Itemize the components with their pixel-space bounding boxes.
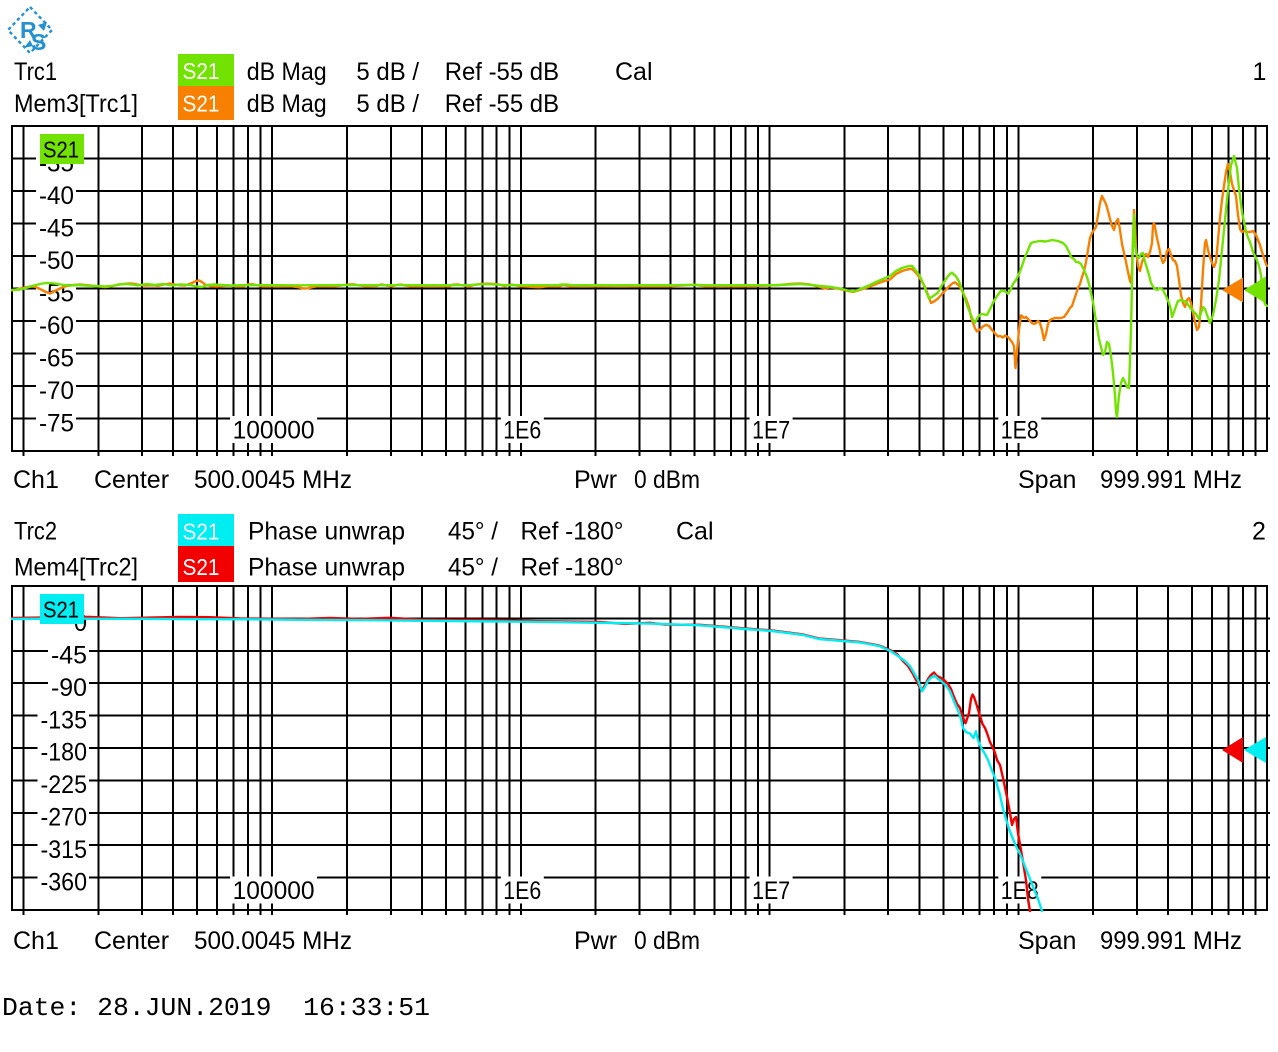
svg-text:R: R xyxy=(20,17,37,43)
svg-text:-65: -65 xyxy=(39,344,74,372)
svg-text:Pwr: Pwr xyxy=(574,466,617,494)
svg-text:dB Mag: dB Mag xyxy=(247,90,327,118)
svg-text:-360: -360 xyxy=(41,868,88,896)
svg-text:S: S xyxy=(31,29,46,55)
svg-text:999.991 MHz: 999.991 MHz xyxy=(1100,927,1242,955)
svg-text:Date: 28.JUN.2019 16:33:51: Date: 28.JUN.2019 16:33:51 xyxy=(2,993,430,1023)
svg-text:Ref -55 dB: Ref -55 dB xyxy=(445,90,559,118)
svg-text:999.991 MHz: 999.991 MHz xyxy=(1100,466,1242,494)
svg-text:-75: -75 xyxy=(39,409,74,437)
svg-text:S21: S21 xyxy=(183,554,220,580)
svg-text:Phase unwrap: Phase unwrap xyxy=(248,518,405,546)
svg-text:1E8: 1E8 xyxy=(1001,877,1039,905)
svg-text:Center: Center xyxy=(94,466,169,494)
svg-text:Center: Center xyxy=(94,927,169,955)
svg-text:1E7: 1E7 xyxy=(752,417,790,445)
svg-text:-45: -45 xyxy=(39,214,74,242)
svg-text:500.0045 MHz: 500.0045 MHz xyxy=(194,927,352,955)
svg-text:-225: -225 xyxy=(41,771,88,799)
svg-text:0 dBm: 0 dBm xyxy=(634,927,700,955)
svg-text:Trc1: Trc1 xyxy=(14,58,57,86)
svg-text:S21: S21 xyxy=(183,519,220,545)
svg-text:1E7: 1E7 xyxy=(752,877,790,905)
svg-text:dB Mag: dB Mag xyxy=(247,58,327,86)
svg-text:S21: S21 xyxy=(183,91,220,117)
svg-text:1E6: 1E6 xyxy=(503,417,541,445)
svg-text:5 dB /: 5 dB / xyxy=(356,58,419,86)
svg-text:S21: S21 xyxy=(43,597,79,623)
svg-text:-70: -70 xyxy=(39,377,74,405)
svg-text:S21: S21 xyxy=(183,58,220,84)
svg-text:5 dB /: 5 dB / xyxy=(356,90,419,118)
svg-text:Mem4[Trc2]: Mem4[Trc2] xyxy=(14,553,138,581)
svg-text:-90: -90 xyxy=(51,674,87,702)
svg-text:1: 1 xyxy=(1253,58,1267,86)
svg-text:S21: S21 xyxy=(43,137,79,163)
svg-text:-60: -60 xyxy=(39,312,74,340)
svg-text:1E8: 1E8 xyxy=(1001,417,1039,445)
svg-text:100000: 100000 xyxy=(233,417,315,445)
svg-text:-40: -40 xyxy=(39,182,74,210)
svg-text:Ref -180°: Ref -180° xyxy=(521,518,624,546)
svg-text:Cal: Cal xyxy=(615,58,653,86)
svg-text:-45: -45 xyxy=(51,642,87,670)
svg-text:Span: Span xyxy=(1018,466,1076,494)
svg-text:45° /: 45° / xyxy=(448,518,498,546)
svg-text:Ch1: Ch1 xyxy=(13,466,59,494)
svg-text:500.0045 MHz: 500.0045 MHz xyxy=(194,466,352,494)
svg-text:1E6: 1E6 xyxy=(503,877,541,905)
svg-text:Ref -180°: Ref -180° xyxy=(521,553,624,581)
svg-text:-180: -180 xyxy=(41,739,88,767)
svg-text:-50: -50 xyxy=(39,247,74,275)
svg-text:Trc2: Trc2 xyxy=(14,518,57,546)
svg-text:Cal: Cal xyxy=(676,518,714,546)
svg-text:Mem3[Trc1]: Mem3[Trc1] xyxy=(14,90,138,118)
svg-text:Phase unwrap: Phase unwrap xyxy=(248,553,405,581)
svg-text:0 dBm: 0 dBm xyxy=(634,466,700,494)
svg-text:Span: Span xyxy=(1018,927,1076,955)
svg-text:Ch1: Ch1 xyxy=(13,927,59,955)
svg-text:Ref -55 dB: Ref -55 dB xyxy=(445,58,559,86)
svg-text:-135: -135 xyxy=(41,706,88,734)
svg-text:45° /: 45° / xyxy=(448,553,498,581)
svg-text:-270: -270 xyxy=(41,804,88,832)
svg-text:2: 2 xyxy=(1252,518,1266,546)
svg-text:100000: 100000 xyxy=(233,877,315,905)
svg-text:-315: -315 xyxy=(41,836,88,864)
svg-text:Pwr: Pwr xyxy=(574,927,617,955)
